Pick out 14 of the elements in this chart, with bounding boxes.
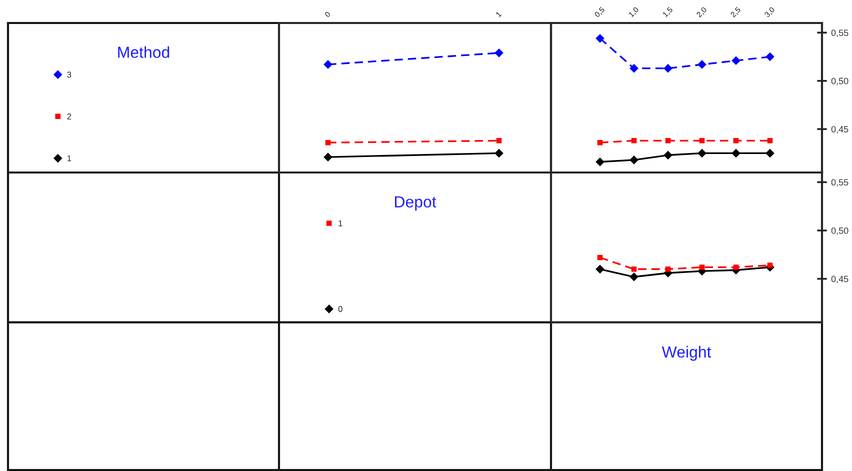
y-tick-label: 0,55 <box>831 179 848 187</box>
y-tick-label: 0,45 <box>831 126 848 134</box>
y-tick-label: 0,50 <box>831 78 848 86</box>
legend-label: 1 <box>68 155 72 162</box>
legend-label: 3 <box>67 72 72 78</box>
legend-label: 2 <box>67 114 72 120</box>
legend-label: 1 <box>338 220 342 226</box>
x-axis-title: Weight <box>662 346 712 361</box>
legend-title: Method <box>118 46 170 58</box>
y-tick-label: 0,50 <box>831 227 848 235</box>
y-tick-label: 0,55 <box>831 30 848 38</box>
legend-label: 0 <box>338 306 342 312</box>
legend-title: Depot <box>395 196 436 211</box>
y-tick-label: 0,45 <box>831 276 848 284</box>
